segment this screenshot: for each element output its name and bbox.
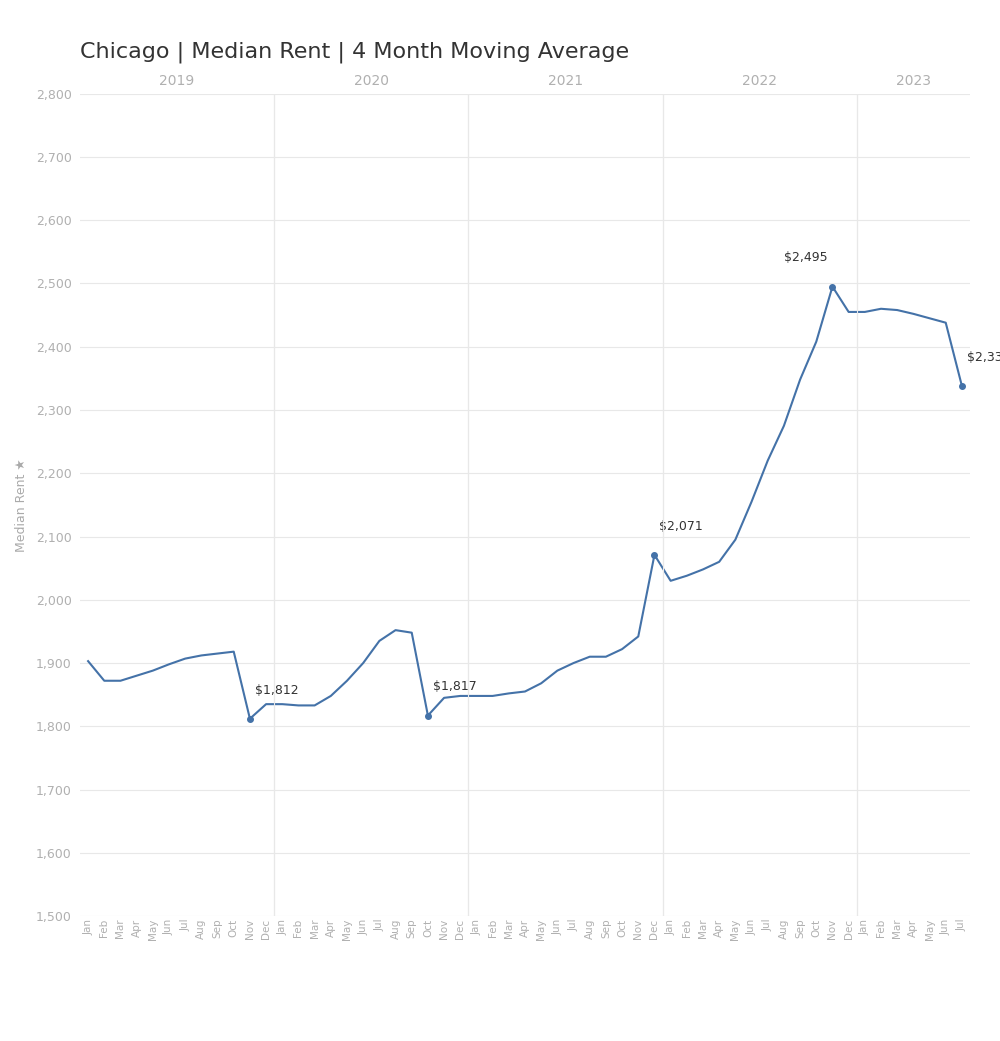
Text: Chicago | Median Rent | 4 Month Moving Average: Chicago | Median Rent | 4 Month Moving A… bbox=[80, 42, 629, 62]
Text: $2,495: $2,495 bbox=[784, 252, 828, 264]
Text: $2,338: $2,338 bbox=[967, 351, 1000, 363]
Text: $1,817: $1,817 bbox=[433, 681, 477, 693]
Text: $2,071: $2,071 bbox=[659, 519, 703, 533]
Text: $1,812: $1,812 bbox=[255, 684, 298, 696]
Y-axis label: Median Rent ★: Median Rent ★ bbox=[14, 458, 27, 552]
